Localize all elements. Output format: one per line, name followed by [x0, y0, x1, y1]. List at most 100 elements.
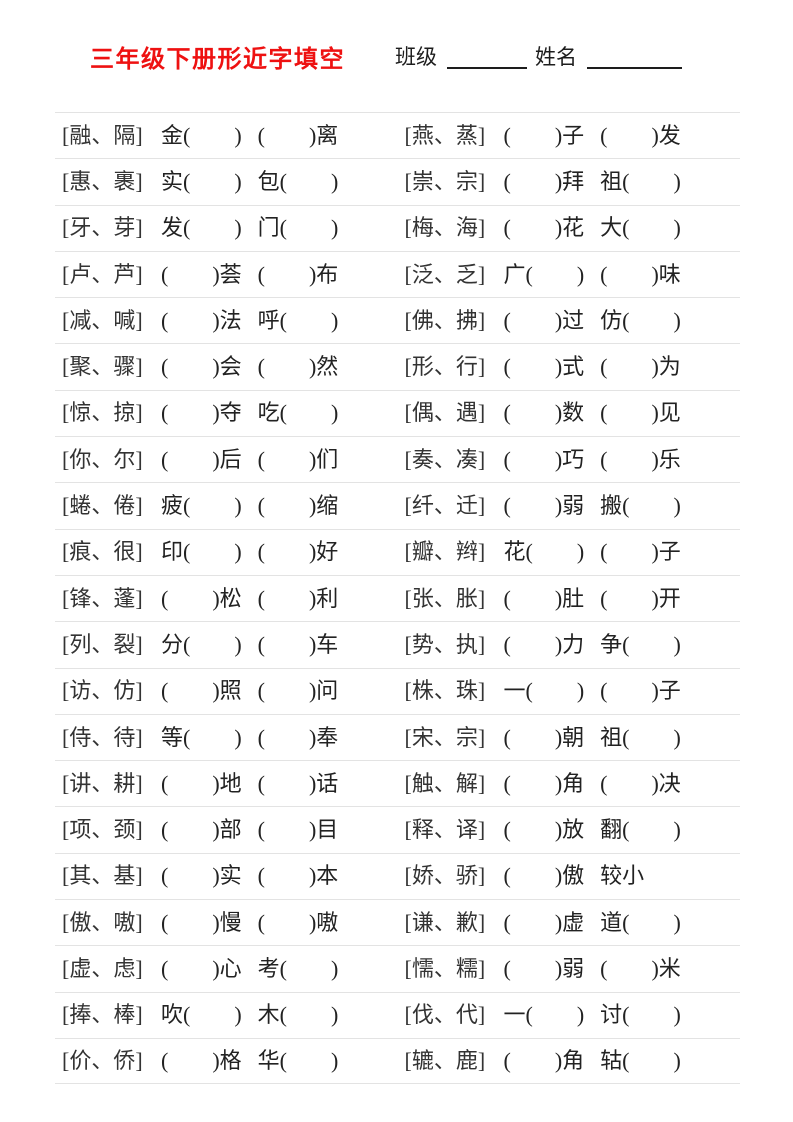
fill-blank-phrase-2: 华( )	[257, 1048, 339, 1074]
worksheet-row: [虚、虑] ( )心 考( ) [懦、糯] ( )弱 ( )米	[55, 945, 740, 991]
char-pair: [价、侨]	[62, 1048, 143, 1074]
worksheet-row: [卢、芦] ( )荟 ( )布 [泛、乏] 广( ) ( )味	[55, 250, 740, 297]
row-left-cell: [傲、嗷] ( )慢 ( )嗷	[55, 909, 398, 935]
row-left-cell: [其、基] ( )实 ( )本	[55, 865, 398, 887]
char-pair: [痕、很]	[62, 539, 143, 565]
fill-blank-phrase-1: ( )法	[161, 307, 242, 333]
row-left-cell: [你、尔] ( )后 ( )们	[55, 446, 398, 472]
fill-blank-phrase-2: ( )嗷	[257, 909, 339, 935]
row-left-cell: [惊、掠] ( )夺 吃( )	[55, 402, 398, 424]
class-blank-line	[447, 45, 527, 69]
char-pair: [谦、歉]	[404, 909, 486, 935]
row-left-cell: [讲、耕] ( )地 ( )话	[55, 770, 398, 796]
row-left-cell: [锋、蓬] ( )松 ( )利	[55, 585, 398, 611]
fill-blank-phrase-1: ( )格	[161, 1048, 242, 1074]
fill-blank-phrase-1: ( )傲	[503, 863, 585, 889]
fill-blank-phrase-1: ( )会	[161, 354, 242, 380]
fill-blank-phrase-2: ( )开	[600, 585, 681, 611]
fill-blank-phrase-1: ( )角	[503, 1048, 585, 1074]
fill-blank-phrase-2: ( )奉	[257, 724, 339, 750]
worksheet-row: [融、隔] 金( ) ( )离 [燕、蒸] ( )子 ( )发	[55, 112, 740, 158]
fill-blank-phrase-1: ( )弱	[503, 955, 585, 981]
fill-blank-phrase-2: 搬( )	[600, 493, 681, 519]
name-label: 姓名	[535, 46, 577, 69]
worksheet-row: [讲、耕] ( )地 ( )话 [触、解] ( )角 ( )决	[55, 760, 740, 806]
fill-blank-phrase-2: ( )们	[257, 446, 339, 472]
char-pair: [泛、乏]	[404, 261, 486, 287]
worksheet-row: [项、颈] ( )部 ( )目 [释、译] ( )放 翻( )	[55, 806, 740, 852]
worksheet-row: [你、尔] ( )后 ( )们 [奏、凑] ( )巧 ( )乐	[55, 436, 740, 482]
worksheet-table: [融、隔] 金( ) ( )离 [燕、蒸] ( )子 ( )发 [惠、裹] 实(…	[55, 112, 741, 1085]
fill-blank-phrase-1: 印( )	[161, 539, 242, 565]
row-right-cell: [佛、拂] ( )过 仿( )	[398, 307, 741, 333]
worksheet-row: [价、侨] ( )格 华( ) [辘、鹿] ( )角 轱( )	[55, 1037, 740, 1085]
page-title: 三年级下册形近字填空	[90, 45, 345, 73]
fill-blank-phrase-1: ( )式	[503, 354, 585, 380]
row-right-cell: [纤、迁] ( )弱 搬( )	[398, 495, 741, 517]
fill-blank-phrase-1: ( )巧	[503, 446, 585, 472]
fill-blank-phrase-2: ( )好	[257, 539, 339, 565]
fill-blank-phrase-1: ( )朝	[503, 724, 585, 750]
char-pair: [锋、蓬]	[62, 585, 143, 611]
row-right-cell: [张、胀] ( )肚 ( )开	[398, 585, 741, 611]
char-pair: [梅、海]	[404, 215, 486, 241]
worksheet-row: [聚、骤] ( )会 ( )然 [形、行] ( )式 ( )为	[55, 343, 740, 389]
char-pair: [傲、嗷]	[62, 909, 143, 935]
fill-blank-phrase-2: ( )见	[600, 400, 681, 426]
row-right-cell: [宋、宗] ( )朝 祖( )	[398, 724, 741, 750]
worksheet-row: [捧、棒] 吹( ) 木( ) [伐、代] 一( ) 讨( )	[55, 991, 741, 1038]
fill-blank-phrase-1: ( )拜	[503, 168, 585, 194]
worksheet-row: [傲、嗷] ( )慢 ( )嗷 [谦、歉] ( )虚 道( )	[55, 899, 740, 945]
char-pair: [势、执]	[404, 631, 486, 657]
class-label: 班级	[395, 46, 437, 69]
char-pair: [惊、掠]	[62, 400, 143, 426]
fill-blank-phrase-2: 门( )	[257, 215, 339, 241]
fill-blank-phrase-1: ( )虚	[503, 909, 585, 935]
char-pair: [虚、虑]	[62, 955, 143, 981]
char-pair: [卢、芦]	[62, 261, 143, 287]
char-pair: [蜷、倦]	[62, 493, 143, 519]
fill-blank-phrase-2: ( )子	[600, 678, 681, 704]
fill-blank-phrase-2: ( )缩	[257, 493, 339, 519]
fill-blank-phrase-1: ( )肚	[503, 585, 585, 611]
char-pair: [访、仿]	[62, 678, 143, 704]
fill-blank-phrase-1: ( )荟	[161, 261, 242, 287]
fill-blank-phrase-1: 一( )	[503, 1002, 585, 1028]
row-right-cell: [娇、骄] ( )傲 较小	[398, 865, 741, 887]
fill-blank-phrase-2: ( )话	[257, 770, 339, 796]
worksheet-row: [侍、待] 等( ) ( )奉 [宋、宗] ( )朝 祖( )	[55, 713, 741, 760]
fill-blank-phrase-2: 考( )	[257, 955, 339, 981]
char-pair: [娇、骄]	[404, 863, 486, 889]
fill-blank-phrase-1: ( )部	[161, 817, 242, 843]
row-left-cell: [价、侨] ( )格 华( )	[55, 1050, 398, 1072]
fill-blank-phrase-2: 祖( )	[600, 724, 681, 750]
fill-blank-phrase-1: 发( )	[161, 215, 242, 241]
char-pair: [你、尔]	[62, 446, 143, 472]
worksheet-header: 三年级下册形近字填空 班级 姓名	[0, 0, 793, 112]
worksheet-row: [列、裂] 分( ) ( )车 [势、执] ( )力 争( )	[55, 621, 740, 667]
fill-blank-phrase-1: ( )照	[161, 678, 242, 704]
fill-blank-phrase-2: ( )米	[600, 955, 681, 981]
char-pair: [瓣、辫]	[404, 539, 486, 565]
row-right-cell: [伐、代] 一( ) 讨( )	[398, 1004, 741, 1026]
row-left-cell: [访、仿] ( )照 ( )问	[55, 680, 398, 702]
worksheet-row: [惠、裹] 实( ) 包( ) [崇、宗] ( )拜 祖( )	[55, 158, 740, 204]
worksheet-row: [蜷、倦] 疲( ) ( )缩 [纤、迁] ( )弱 搬( )	[55, 482, 740, 528]
fill-blank-phrase-2: ( )车	[257, 631, 339, 657]
char-pair: [燕、蒸]	[404, 122, 486, 148]
row-right-cell: [懦、糯] ( )弱 ( )米	[398, 955, 741, 981]
fill-blank-phrase-2: 祖( )	[600, 168, 681, 194]
row-left-cell: [聚、骤] ( )会 ( )然	[55, 356, 398, 378]
fill-blank-phrase-2: 道( )	[600, 909, 681, 935]
row-right-cell: [株、珠] 一( ) ( )子	[398, 680, 741, 702]
char-pair: [融、隔]	[62, 122, 143, 148]
row-left-cell: [牙、芽] 发( ) 门( )	[55, 217, 398, 239]
fill-blank-phrase-2: ( )乐	[600, 446, 681, 472]
char-pair: [崇、宗]	[404, 168, 486, 194]
char-pair: [奏、凑]	[404, 446, 486, 472]
fill-blank-phrase-1: ( )后	[161, 446, 242, 472]
char-pair: [列、裂]	[62, 631, 143, 657]
fill-blank-phrase-1: ( )过	[503, 307, 585, 333]
char-pair: [株、珠]	[404, 678, 486, 704]
